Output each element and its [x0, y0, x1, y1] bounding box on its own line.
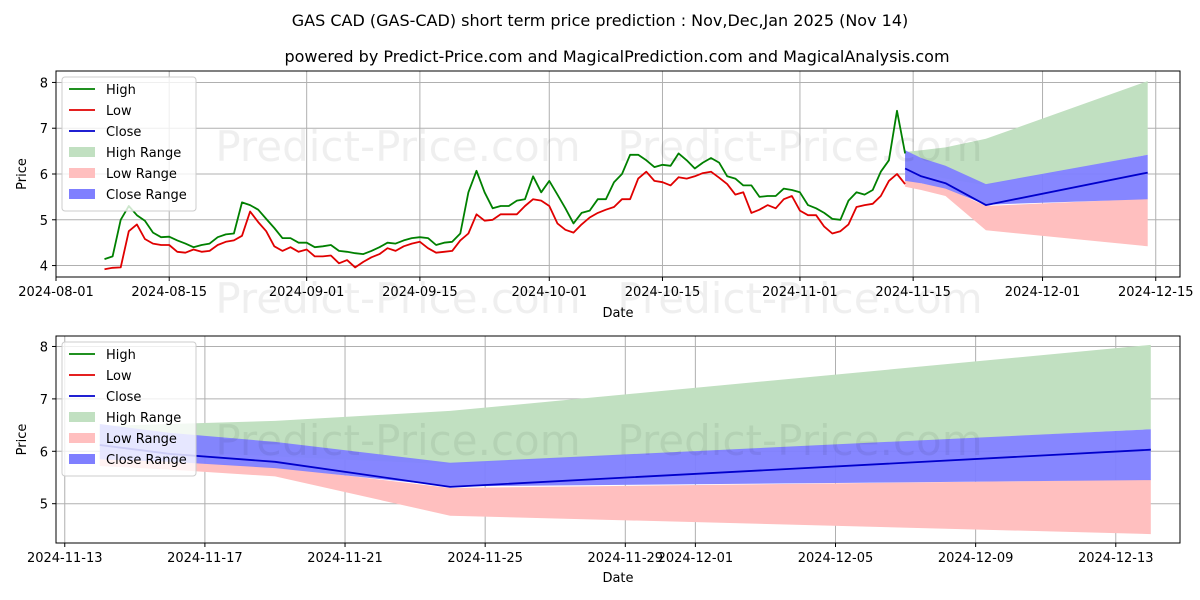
- forecast-x-axis-label: Date: [602, 571, 633, 586]
- legend-close-range-swatch: [69, 454, 95, 464]
- watermark-text: Predict-Price.com: [215, 416, 580, 465]
- legend-low-label: Low: [106, 104, 132, 119]
- low-range-area: [905, 174, 1148, 247]
- main-price-panel: Predict-Price.com Predict-Price.com Predic…: [15, 70, 1194, 323]
- x-tick-label: 2024-12-05: [798, 551, 874, 566]
- legend-box: [61, 341, 197, 477]
- main-y-axis-label: Price: [15, 158, 30, 190]
- x-tick-label: 2024-11-21: [307, 551, 383, 566]
- forecast-legend: High Low Close High Range Low Range Close Ran…: [61, 341, 197, 477]
- legend-low-range-label: Low Range: [106, 432, 177, 447]
- x-tick-label: 2024-12-01: [1005, 285, 1081, 300]
- legend-close-label: Close: [106, 390, 141, 405]
- x-tick-label: 2024-11-13: [27, 551, 103, 566]
- main-range-areas: [905, 81, 1148, 247]
- legend-high-range-label: High Range: [106, 411, 181, 426]
- y-tick-label: 6: [40, 168, 48, 183]
- y-tick-label: 8: [40, 340, 48, 355]
- x-tick-label: 2024-10-01: [511, 285, 587, 300]
- x-tick-label: 2024-12-09: [938, 551, 1014, 566]
- legend-low-range-swatch: [69, 168, 95, 178]
- x-tick-label: 2024-11-15: [875, 285, 951, 300]
- watermark-text: Predict-Price.com: [617, 416, 982, 465]
- legend-close-range-label: Close Range: [106, 453, 187, 468]
- x-tick-label: 2024-11-17: [167, 551, 243, 566]
- chart-title: GAS CAD (GAS-CAD) short term price predi…: [292, 11, 909, 30]
- low-price-line: [104, 170, 906, 271]
- x-tick-label: 2024-12-13: [1078, 551, 1154, 566]
- x-tick-label: 2024-08-01: [18, 285, 94, 300]
- x-tick-label: 2024-11-25: [447, 551, 523, 566]
- legend-high-range-swatch: [69, 412, 95, 422]
- high-range-area: [905, 81, 1148, 186]
- legend-box: [61, 76, 197, 212]
- legend-low-range-swatch: [69, 433, 95, 443]
- x-tick-label: 2024-09-15: [382, 285, 458, 300]
- x-tick-label: 2024-12-15: [1118, 285, 1194, 300]
- legend-high-label: High: [106, 348, 136, 363]
- y-tick-label: 5: [40, 498, 48, 513]
- x-tick-label: 2024-11-29: [588, 551, 664, 566]
- legend-close-range-label: Close Range: [106, 188, 187, 203]
- legend-high-label: High: [106, 83, 136, 98]
- legend-high-range-label: High Range: [106, 146, 181, 161]
- x-tick-label: 2024-12-01: [658, 551, 734, 566]
- close-range-area: [99, 424, 1151, 487]
- y-tick-label: 4: [40, 260, 48, 275]
- x-tick-label: 2024-11-01: [762, 285, 838, 300]
- legend-close-label: Close: [106, 125, 141, 140]
- low-range-area: [99, 451, 1151, 535]
- high-range-area: [99, 344, 1151, 465]
- watermark-text: Predict-Price.com: [215, 274, 580, 323]
- y-tick-label: 7: [40, 393, 48, 408]
- watermark-text: Predict-Price.com: [617, 122, 982, 171]
- x-tick-label: 2024-09-01: [269, 285, 345, 300]
- watermark-text: Predict-Price.com: [617, 274, 982, 323]
- close-forecast-line: [904, 167, 1148, 207]
- main-watermarks: Predict-Price.com Predict-Price.com Predic…: [215, 122, 982, 323]
- watermark-text: Predict-Price.com: [215, 122, 580, 171]
- chart-subtitle: powered by Predict-Price.com and Magical…: [284, 47, 949, 66]
- close-range-area: [905, 150, 1148, 205]
- forecast-y-axis-label: Price: [15, 424, 30, 456]
- main-x-axis-label: Date: [602, 306, 633, 321]
- main-legend: High Low Close High Range Low Range Close Ran…: [61, 76, 197, 212]
- main-series-lines: [104, 109, 1148, 271]
- legend-high-range-swatch: [69, 147, 95, 157]
- x-tick-label: 2024-10-15: [625, 285, 701, 300]
- forecast-axis-ticks: 2024-11-13 2024-11-17 2024-11-21 2024-11-25…: [27, 340, 1154, 566]
- legend-close-range-swatch: [69, 189, 95, 199]
- forecast-range-areas: [99, 344, 1151, 535]
- forecast-detail-panel: Predict-Price.com Predict-Price.com 2024-…: [15, 335, 1181, 586]
- legend-low-label: Low: [106, 369, 132, 384]
- legend-low-range-label: Low Range: [106, 167, 177, 182]
- high-price-line: [104, 109, 906, 260]
- y-tick-label: 7: [40, 122, 48, 137]
- forecast-watermarks: Predict-Price.com Predict-Price.com: [215, 416, 982, 465]
- y-tick-label: 8: [40, 76, 48, 91]
- y-tick-label: 5: [40, 214, 48, 229]
- main-axis-ticks: 2024-08-01 2024-08-15 2024-09-01 2024-09-15…: [18, 76, 1193, 300]
- y-tick-label: 6: [40, 445, 48, 460]
- forecast-plot-frame: [55, 335, 1181, 544]
- x-tick-label: 2024-08-15: [131, 285, 207, 300]
